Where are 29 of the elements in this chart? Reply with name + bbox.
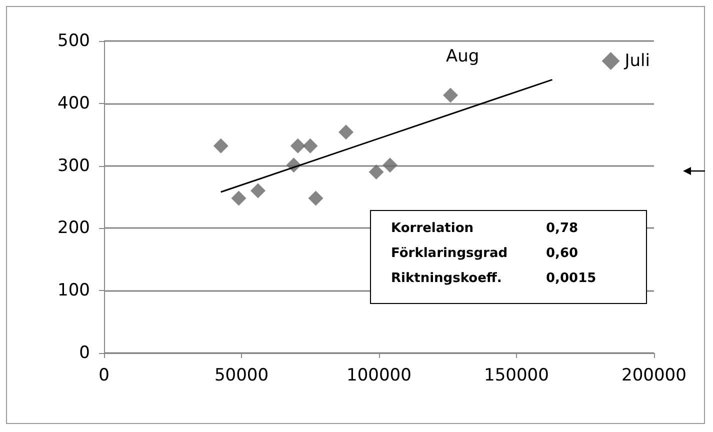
annotation: Förklaringsgrad — [391, 246, 509, 263]
point — [368, 164, 384, 180]
x-tick-label: 150000 — [484, 366, 549, 386]
annotation: 0,78 — [546, 221, 578, 238]
x-tick-label: 100000 — [346, 366, 412, 386]
x-tick-label: 200000 — [622, 366, 686, 386]
point — [382, 158, 398, 173]
point — [308, 190, 324, 206]
point — [338, 124, 354, 140]
annotation: Riktningskoeff. — [391, 271, 503, 288]
annotation: 0,0015 — [546, 271, 596, 288]
point — [213, 138, 228, 154]
y-tick-label: 400 — [58, 93, 90, 114]
annotation: 0,60 — [546, 246, 578, 263]
annotation: Korrelation — [391, 221, 475, 238]
annotation: Aug — [446, 46, 480, 66]
y-tick-label: 300 — [58, 156, 90, 176]
point — [231, 190, 246, 206]
y-tick-label: 500 — [58, 31, 90, 51]
x-tick-label: 0 — [98, 366, 110, 386]
legend-label: Juli — [624, 51, 650, 71]
point — [250, 183, 266, 198]
y-tick-label: 200 — [58, 218, 90, 238]
point — [290, 138, 306, 154]
y-tick-label: 100 — [58, 280, 90, 301]
point — [302, 138, 318, 154]
point — [443, 88, 458, 103]
y-tick-label: 0 — [79, 343, 90, 363]
x-tick-label: 50000 — [214, 366, 269, 386]
